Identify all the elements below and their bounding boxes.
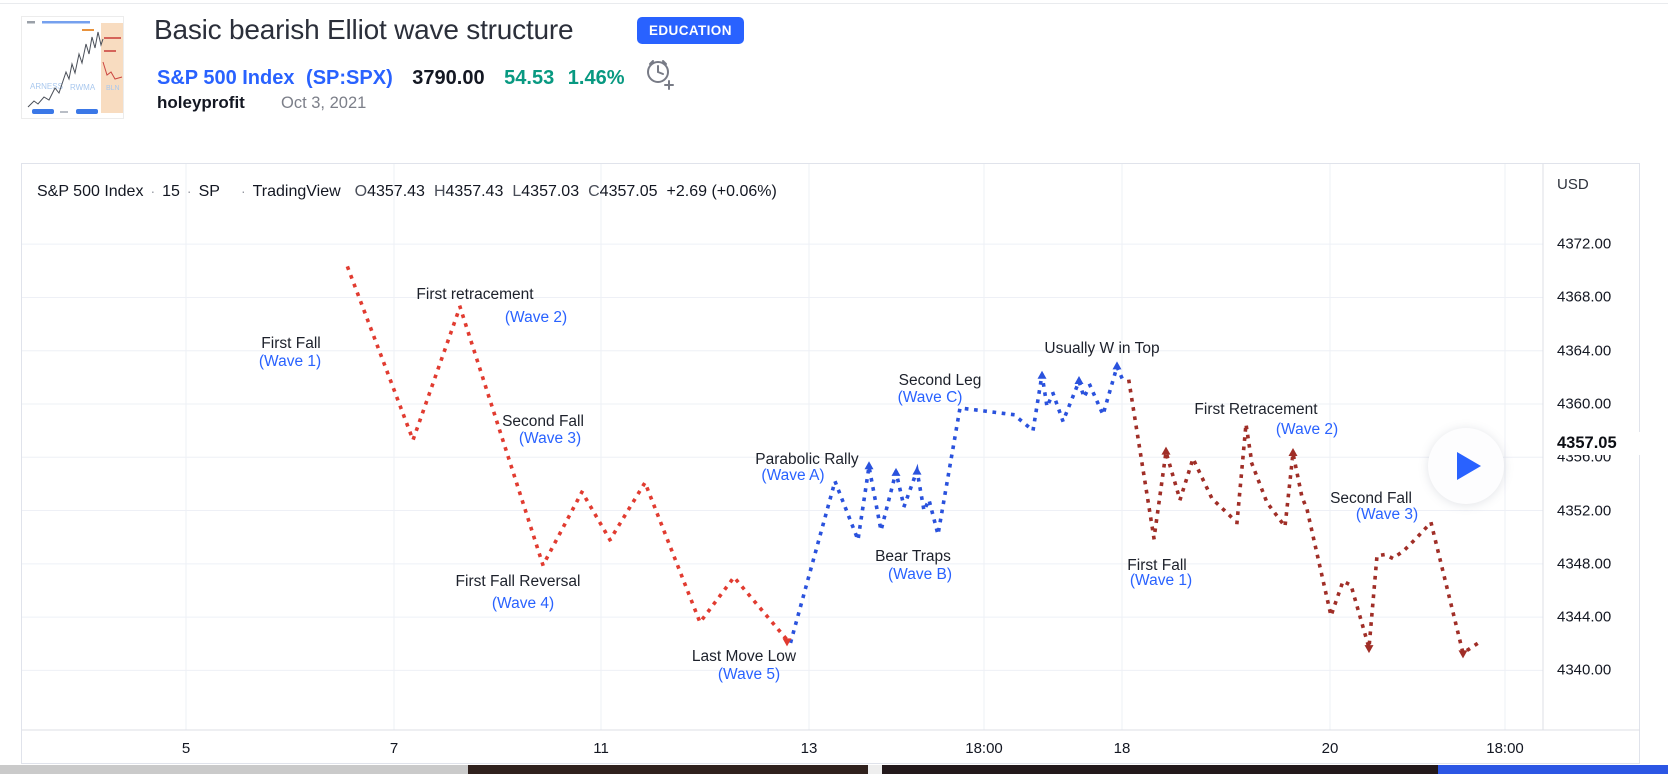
page-top-divider (0, 3, 1668, 4)
below-fold-segment (1438, 765, 1668, 774)
svg-text:ARNESS: ARNESS (30, 82, 63, 91)
svg-text:RWMA: RWMA (70, 83, 96, 92)
below-fold-segment (868, 765, 882, 774)
play-icon (1457, 452, 1481, 480)
mini-chart-preview: ARNESS RWMA BLN (22, 17, 123, 118)
below-fold-segment (468, 765, 868, 774)
play-button[interactable] (1428, 428, 1504, 504)
chart-canvas[interactable] (21, 163, 1640, 764)
add-alert-clock-plus-icon[interactable] (644, 57, 676, 91)
below-fold-segment (0, 765, 468, 774)
idea-title-link[interactable]: Basic bearish Elliot wave structure (154, 14, 574, 45)
below-fold-segment (882, 765, 1438, 774)
education-badge[interactable]: EDUCATION (637, 17, 744, 44)
author-link[interactable]: holeyprofit (157, 93, 245, 112)
symbol-change: 54.53 (504, 67, 555, 89)
symbol-price: 3790.00 (412, 67, 485, 89)
idea-thumbnail-image[interactable]: ARNESS RWMA BLN (21, 16, 124, 119)
symbol-link[interactable]: S&P 500 Index (157, 67, 295, 89)
symbol-row: S&P 500 Index (SP:SPX) 3790.00 54.53 1.4… (157, 57, 676, 91)
symbol-change-percent: 1.46% (567, 67, 625, 89)
publish-date: Oct 3, 2021 (281, 94, 367, 112)
svg-text:BLN: BLN (106, 85, 120, 92)
symbol-ticker-link[interactable]: (SP:SPX) (306, 67, 393, 89)
